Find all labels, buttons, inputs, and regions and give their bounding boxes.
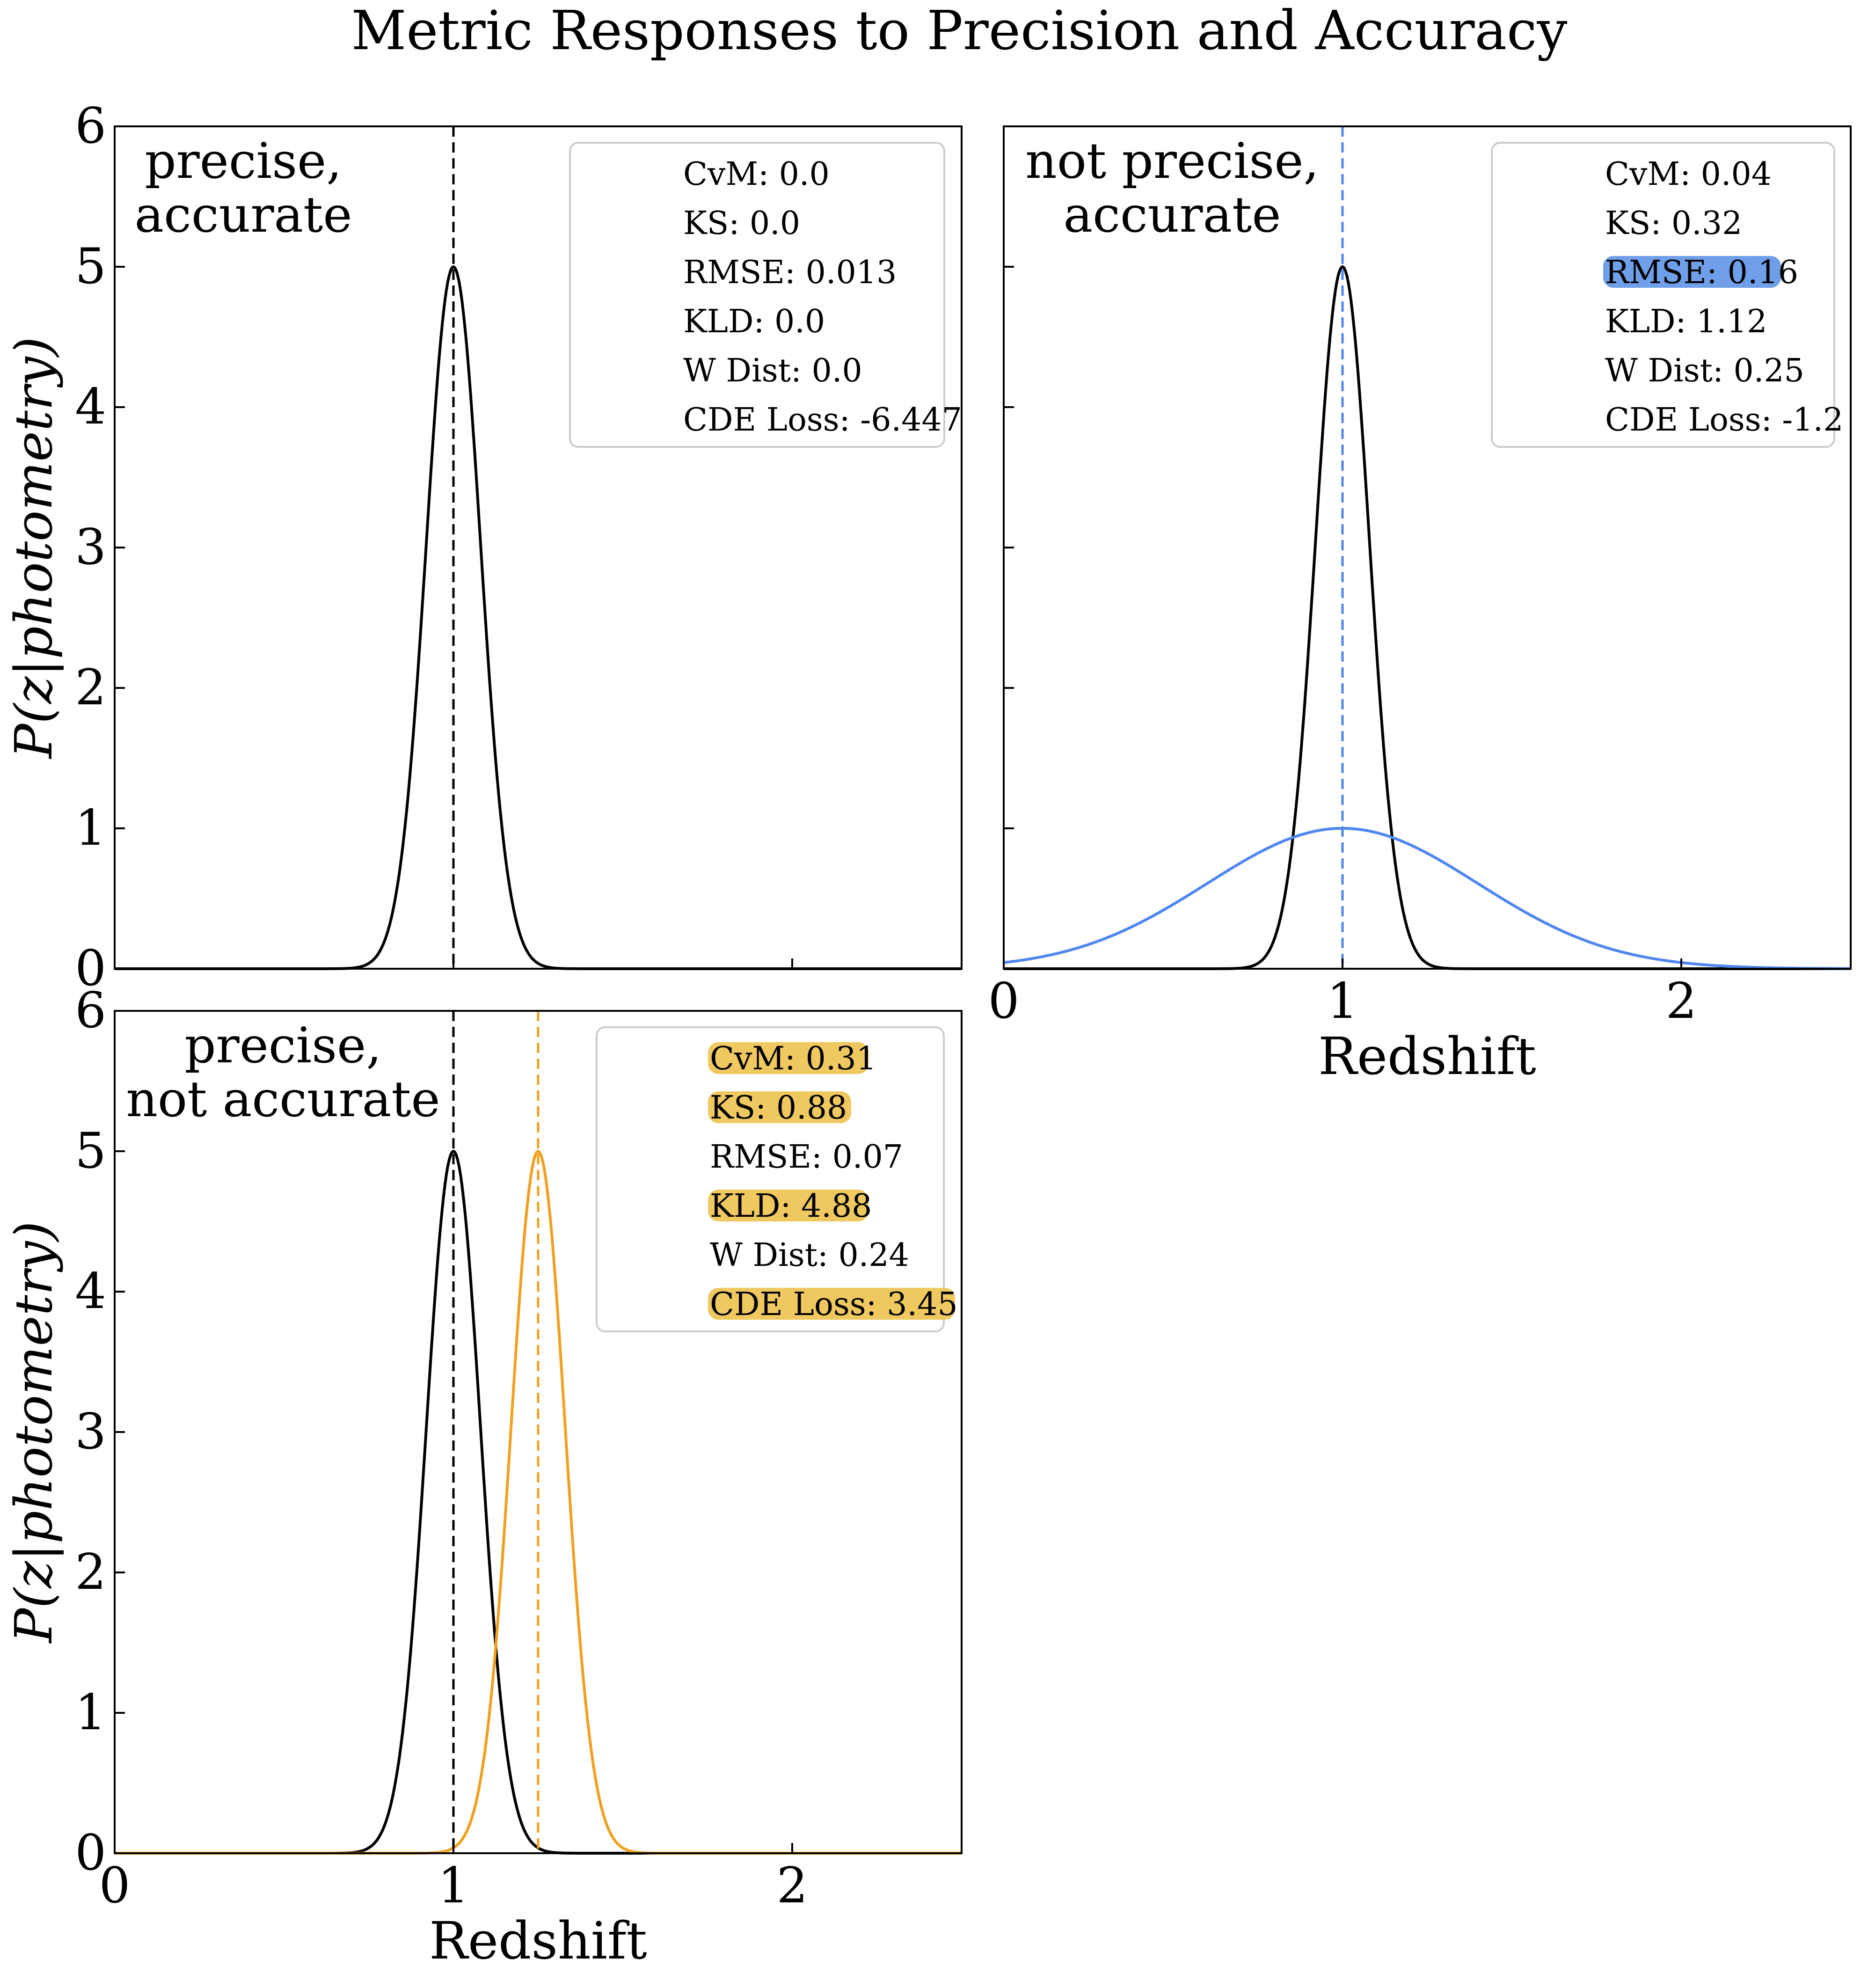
panel-annotation-line: not accurate <box>126 1071 440 1128</box>
metrics-legend-box <box>596 1026 945 1332</box>
metric-highlight <box>1603 256 1781 288</box>
panel-annotation-line: accurate <box>1064 186 1281 243</box>
figure-title: Metric Responses to Precision and Accura… <box>351 0 1568 62</box>
panels: 0123456P(z|photometry)precise,accurateCv… <box>4 97 1852 1971</box>
metric-row: KS: 0.32 <box>1605 205 1742 242</box>
metric-row: CvM: 0.04 <box>1605 156 1772 193</box>
metric-row: RMSE: 0.013 <box>683 254 897 291</box>
panel-annotation-line: precise, <box>184 1017 381 1074</box>
x-tick-label: 0 <box>988 972 1020 1030</box>
y-tick-label: 3 <box>75 1403 106 1460</box>
metric-highlight <box>708 1190 868 1221</box>
metric-row: W Dist: 0.24 <box>710 1237 909 1274</box>
y-tick-label: 6 <box>75 982 106 1039</box>
y-tick-label: 3 <box>75 519 106 576</box>
metric-row: CDE Loss: 3.45 <box>710 1286 958 1323</box>
metric-row: CvM: 0.31 <box>710 1040 876 1077</box>
x-tick-label: 1 <box>1327 972 1358 1030</box>
panel-bottom-left: 0 1 2 3 4 5 6 0 1 2 Redshift P(z|photometry) precise… <box>4 982 963 1971</box>
metric-highlight <box>708 1042 868 1074</box>
metric-row: W Dist: 0.0 <box>683 352 862 389</box>
panel-annotation-line: precise, <box>145 132 342 190</box>
y-tick-label: 0 <box>75 940 106 997</box>
y-tick-label: 2 <box>75 659 106 716</box>
x-axis-label: Redshift <box>1318 1026 1536 1086</box>
metric-row: RMSE: 0.07 <box>710 1139 903 1176</box>
y-tick-label: 4 <box>75 1263 106 1320</box>
panel-annotation-line: accurate <box>135 186 352 243</box>
metrics-legend-box <box>569 142 945 448</box>
metric-row: CDE Loss: -1.2 <box>1605 402 1843 439</box>
x-tick-label: 1 <box>438 1857 469 1914</box>
y-tick-label: 1 <box>75 799 106 856</box>
x-tick-label: 2 <box>1666 972 1697 1030</box>
y-tick-label: 2 <box>75 1543 106 1601</box>
panel-annotation-line: not precise, <box>1025 132 1319 190</box>
metric-row: RMSE: 0.16 <box>1605 254 1798 291</box>
y-axis-label: P(z|photometry) <box>4 336 64 759</box>
panel-top-right: 0 1 2 Redshift not precise,accurate CvM: 0.04… <box>988 125 1852 1086</box>
metric-row: KLD: 1.12 <box>1605 303 1767 340</box>
panel-top-left: 0 1 2 3 4 5 6 P(z|photometry) precise,accurate Cv… <box>4 97 963 997</box>
y-axis-label: P(z|photometry) <box>4 1221 64 1644</box>
x-tick-label: 2 <box>777 1857 808 1914</box>
y-tick-label: 5 <box>75 238 106 295</box>
y-tick-label: 4 <box>75 378 106 435</box>
metrics-legend-box <box>1491 142 1835 448</box>
metric-row: KS: 0.88 <box>710 1089 847 1126</box>
y-tick-label: 6 <box>75 97 106 154</box>
x-axis-label: Redshift <box>429 1911 647 1971</box>
metric-row: CvM: 0.0 <box>683 156 830 193</box>
metric-row: W Dist: 0.25 <box>1605 352 1804 389</box>
metric-row: KS: 0.0 <box>683 205 800 242</box>
curve-estimate <box>1003 827 1851 970</box>
y-tick-label: 0 <box>75 1824 106 1881</box>
metric-highlight <box>708 1288 955 1320</box>
metric-highlight <box>708 1091 851 1123</box>
metric-row: CDE Loss: -6.447 <box>683 402 962 439</box>
metric-row: KLD: 4.88 <box>710 1188 872 1225</box>
y-tick-label: 1 <box>75 1684 106 1741</box>
x-tick-label: 0 <box>99 1857 131 1914</box>
y-tick-label: 5 <box>75 1122 106 1179</box>
metric-row: KLD: 0.0 <box>683 303 825 340</box>
